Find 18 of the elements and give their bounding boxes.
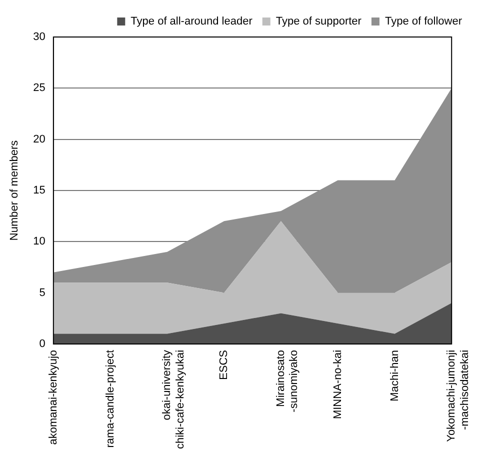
x-tick-label: MINNA-no-kai xyxy=(332,350,344,420)
x-tick-label: akomanai-kenkyujo xyxy=(47,350,60,445)
y-tick-label: 30 xyxy=(33,31,46,44)
x-tick-label: Mirainosato -sunomiyako xyxy=(274,350,300,412)
y-axis-title: Number of members xyxy=(8,140,21,241)
y-tick-label: 20 xyxy=(33,133,46,146)
x-tick-label: rama-candle-project xyxy=(104,350,116,448)
y-tick-label: 10 xyxy=(33,236,46,248)
y-tick-label: 15 xyxy=(33,184,46,197)
x-tick-label: Machi-han xyxy=(388,350,401,402)
legend-label: Type of all-around leader xyxy=(130,16,253,28)
y-tick-label: 0 xyxy=(39,338,46,350)
x-tick-label: ESCS xyxy=(218,350,230,380)
y-tick-label: 25 xyxy=(33,82,46,94)
legend-label: Type of follower xyxy=(384,16,462,28)
x-tick-label: Yokomachi-jumonji -machisodatekai xyxy=(446,350,471,442)
legend-label: Type of supporter xyxy=(276,16,362,28)
y-tick-label: 5 xyxy=(39,286,46,299)
